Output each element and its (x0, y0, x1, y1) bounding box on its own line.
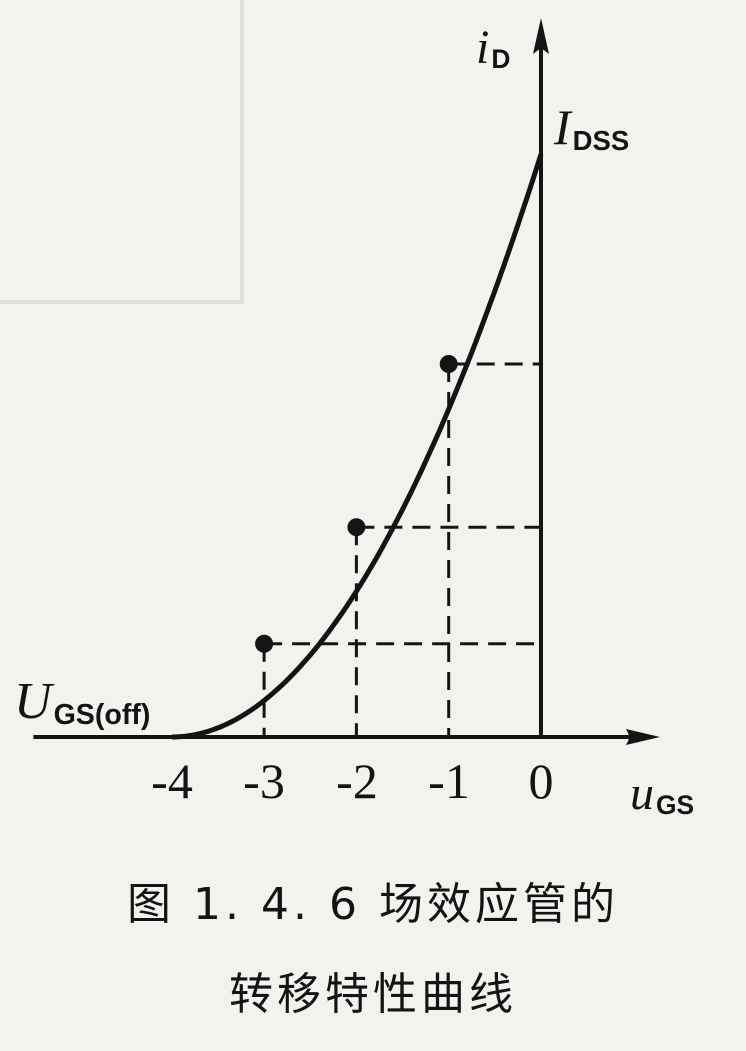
x-tick-label: -1 (428, 753, 470, 809)
data-point (347, 518, 366, 537)
ugs-off-label: UGS(off) (14, 673, 151, 731)
x-tick-label: -3 (243, 753, 285, 809)
x-axis-arrow (626, 729, 660, 745)
data-point (439, 355, 458, 373)
figure-caption-line2: 转移特性曲线 (229, 969, 517, 1020)
y-axis-label: iD (476, 21, 511, 75)
y-axis-arrow (533, 18, 549, 54)
x-axis-label: uGS (630, 767, 695, 821)
transfer-characteristic-chart (33, 18, 660, 745)
x-tick-label: -4 (151, 753, 193, 809)
x-tick-label: 0 (528, 753, 554, 809)
x-tick-label: -2 (336, 753, 378, 809)
bleed-through-frame (0, 0, 244, 304)
transfer-curve (171, 153, 544, 740)
figure-caption-line1: 图 1. 4. 6 场效应管的 (127, 879, 619, 930)
idss-label: IDSS (554, 99, 630, 156)
data-point (255, 634, 274, 653)
